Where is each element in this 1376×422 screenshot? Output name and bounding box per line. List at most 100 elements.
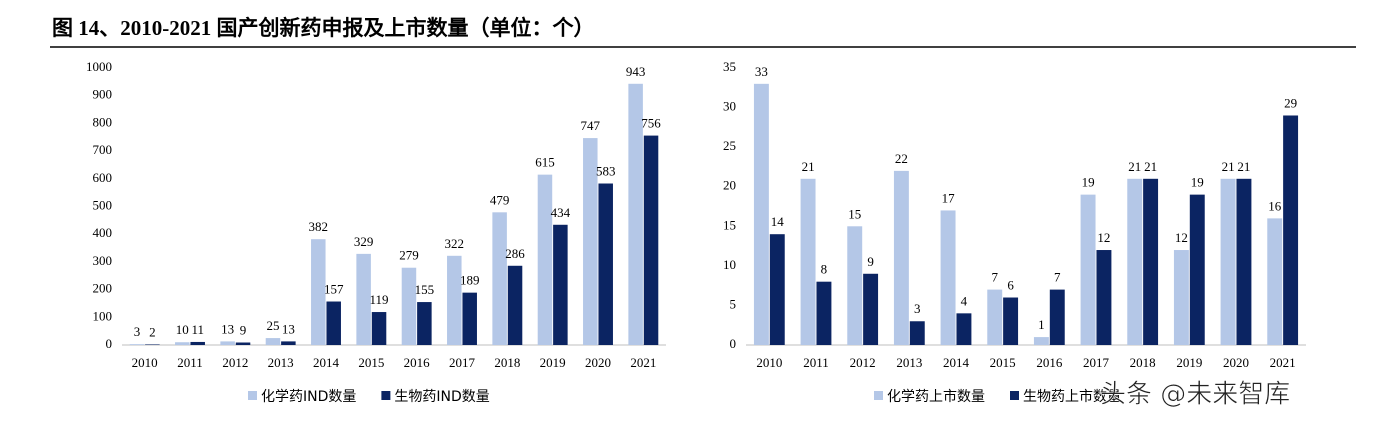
bar [447,255,462,345]
y-tick-label: 0 [106,336,113,351]
bar [1096,250,1112,345]
x-tick-label: 2016 [1036,355,1063,370]
data-label: 15 [848,206,861,221]
bar [1143,178,1159,345]
legend-label: 生物药IND数量 [394,389,489,405]
data-label: 279 [399,248,419,263]
y-tick-label: 900 [93,87,113,102]
x-tick-label: 2021 [630,355,656,370]
data-label: 21 [1237,159,1250,174]
data-label: 479 [490,192,510,207]
data-label: 9 [867,254,874,269]
data-label: 2 [149,324,156,339]
x-tick-label: 2021 [1270,355,1296,370]
data-label: 21 [1128,159,1141,174]
x-tick-label: 2011 [803,355,829,370]
data-label: 1 [1038,317,1045,332]
bar [847,226,863,345]
bar [893,170,909,345]
data-label: 12 [1097,230,1110,245]
bar [462,292,477,345]
y-tick-label: 800 [93,114,113,129]
x-tick-label: 2014 [943,355,970,370]
bar [175,342,190,345]
y-tick-label: 600 [93,170,113,185]
bar [909,321,925,345]
bar [1049,289,1065,345]
data-label: 12 [1175,230,1188,245]
y-tick-label: 400 [93,225,113,240]
x-tick-label: 2011 [177,355,203,370]
bar [800,178,816,345]
bar [1173,250,1189,345]
x-tick-label: 2019 [1176,355,1202,370]
bar [753,83,769,345]
x-tick-label: 2015 [990,355,1016,370]
data-label: 19 [1082,175,1095,190]
bar [553,224,568,345]
data-label: 329 [354,234,374,249]
y-tick-label: 30 [723,99,736,114]
legend-swatch [381,391,391,400]
bar [987,289,1003,345]
data-label: 10 [176,322,189,337]
bar [1267,218,1283,345]
bar [145,344,160,345]
data-label: 22 [895,151,908,166]
data-label: 155 [415,282,435,297]
bar [1080,194,1096,345]
y-tick-label: 500 [93,197,113,212]
bar [1033,337,1049,345]
figure-title: 图 14、2010-2021 国产创新药申报及上市数量（单位：个） [52,16,595,40]
x-tick-label: 2013 [268,355,294,370]
data-label: 615 [535,155,555,170]
data-label: 157 [324,281,344,296]
legend-label: 生物药上市数量 [1023,388,1121,405]
y-tick-label: 5 [730,296,737,311]
y-tick-label: 100 [93,308,113,323]
x-tick-label: 2019 [540,355,566,370]
y-tick-label: 25 [723,138,736,153]
y-tick-label: 1000 [86,59,112,74]
bar [940,210,956,345]
bar [401,267,417,345]
data-label: 25 [266,318,279,333]
bar [265,338,281,345]
data-label: 4 [961,293,968,308]
bar [643,135,659,345]
bar [507,265,523,345]
bar [1283,115,1299,345]
bar [583,138,598,345]
bar [863,273,879,345]
y-tick-label: 200 [93,281,113,296]
data-label: 189 [460,273,480,288]
data-label: 16 [1268,198,1282,213]
y-tick-label: 10 [723,257,736,272]
data-label: 119 [370,292,389,307]
bar [220,341,235,345]
bar [1220,178,1236,345]
data-label: 756 [641,116,661,131]
data-label: 286 [505,246,525,261]
bar [311,239,326,345]
legend-label: 化学药上市数量 [887,388,985,405]
x-tick-label: 2013 [896,355,922,370]
x-tick-label: 2017 [449,355,476,370]
bar [598,183,613,345]
data-label: 13 [221,321,234,336]
data-label: 17 [942,190,956,205]
bar [371,312,387,345]
y-tick-label: 300 [93,253,113,268]
bar [816,281,832,345]
x-tick-label: 2016 [404,355,431,370]
data-label: 21 [802,159,815,174]
data-label: 11 [191,322,204,337]
bar [537,174,553,345]
y-tick-label: 20 [723,178,736,193]
legend-swatch [874,391,883,400]
x-tick-label: 2020 [585,355,611,370]
bar [492,212,507,345]
bar [190,341,205,345]
bar [1127,178,1143,345]
